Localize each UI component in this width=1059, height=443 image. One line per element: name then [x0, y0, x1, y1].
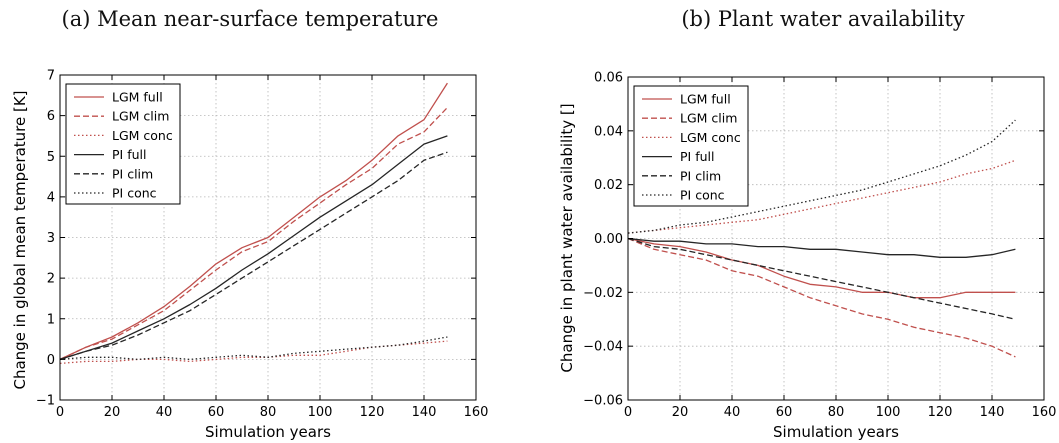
panel-a-ytick-label: 1 — [47, 312, 55, 327]
panel-b-ytick-label: 0.04 — [594, 124, 623, 139]
panel-b-legend-box — [633, 85, 749, 207]
panel-a-xtick-label: 140 — [412, 405, 437, 420]
panel-b-series-pi-full — [627, 237, 1016, 258]
panel-b-series-lgm-full — [627, 237, 1016, 299]
panel-b-xtick-label: 120 — [928, 405, 953, 420]
panel-a-series-lgm-full — [59, 82, 448, 360]
panel-b-legend-label: PI full — [680, 149, 714, 164]
panel-b: (b) Plant water availability 0 20 40 60 80 10… — [558, 7, 1056, 441]
panel-a-legend-box — [65, 83, 181, 205]
panel-b-xtick-label: 100 — [876, 405, 901, 420]
panel-a-legend-label: LGM full — [112, 90, 163, 105]
panel-b-xtick-label: 20 — [672, 405, 689, 420]
panel-b-ticks: 0 20 40 60 80 100 120 140 160 −0.06 −0.04 −0.02 0.00… — [583, 71, 1056, 421]
panel-b-series-lgm-conc — [627, 159, 1016, 234]
panel-b-xtick-label: 160 — [1032, 405, 1057, 420]
panel-a-xtick-label: 80 — [260, 405, 277, 420]
panel-a-ytick-label: 7 — [47, 69, 55, 84]
panel-b-series-pi-clim — [627, 237, 1016, 320]
panel-a-series-pi-clim — [59, 151, 448, 361]
panel-a-series-pi-conc — [59, 336, 448, 361]
panel-b-xtick-label: 40 — [724, 405, 741, 420]
panel-b-legend: LGM full LGM clim LGM conc PI full PI clim PI… — [633, 85, 749, 207]
panel-a-series-lgm-conc — [59, 340, 448, 365]
panel-a-series — [59, 82, 448, 365]
panel-a-xtick-label: 120 — [360, 405, 385, 420]
panel-b-ytick-label: −0.06 — [583, 394, 623, 409]
panel-b-legend-label: PI clim — [680, 168, 721, 183]
panel-a-xtick-label: 20 — [104, 405, 121, 420]
panel-a-ytick-label: 0 — [47, 353, 55, 368]
panel-a-series-pi-full — [59, 135, 448, 361]
panel-b-legend-label: LGM clim — [680, 111, 737, 126]
panel-a-xtick-label: 40 — [156, 405, 173, 420]
panel-b-ylabel: Change in plant water availability [] — [558, 103, 576, 372]
panel-b-title: (b) Plant water availability — [681, 7, 964, 31]
panel-a-ytick-label: 2 — [47, 272, 55, 287]
panel-b-xtick-label: 80 — [828, 405, 845, 420]
panel-a-ytick-label: 6 — [47, 109, 55, 124]
panel-b-ytick-label: −0.02 — [583, 286, 623, 301]
panel-a-title: (a) Mean near-surface temperature — [62, 7, 439, 31]
panel-b-xtick-label: 0 — [624, 405, 632, 420]
panel-b-ytick-label: 0.02 — [594, 178, 623, 193]
panel-b-legend-label: LGM full — [680, 92, 731, 107]
panel-a-legend-label: LGM clim — [112, 109, 169, 124]
panel-b-series — [627, 119, 1016, 358]
panel-a-ytick-label: 4 — [47, 190, 55, 205]
panel-a-xtick-label: 0 — [56, 405, 64, 420]
panel-b-ytick-label: 0.06 — [594, 71, 623, 86]
panel-a-ytick-label: 3 — [47, 231, 55, 246]
panel-b-legend-label: LGM conc — [680, 130, 741, 145]
panel-a-ytick-label: 5 — [47, 150, 55, 165]
panel-a-legend: LGM full LGM clim LGM conc PI full PI clim PI… — [65, 83, 181, 205]
panel-a-ytick-label: −1 — [36, 394, 55, 409]
panel-a-ylabel: Change in global mean temperature [K] — [11, 90, 29, 389]
panel-a-legend-label: PI conc — [112, 186, 157, 201]
panel-b-ytick-label: 0.00 — [594, 232, 623, 247]
panel-a-xtick-label: 100 — [308, 405, 333, 420]
panel-a-legend-label: LGM conc — [112, 128, 173, 143]
panel-b-xtick-label: 140 — [980, 405, 1005, 420]
panel-b-ytick-label: −0.04 — [583, 340, 623, 355]
panel-b-xtick-label: 60 — [776, 405, 793, 420]
panel-a-legend-label: PI full — [112, 147, 146, 162]
panel-b-xlabel: Simulation years — [773, 423, 899, 441]
panel-a: (a) Mean near-surface temperature 0 20 40 6… — [11, 7, 488, 441]
panel-a-xlabel: Simulation years — [205, 423, 331, 441]
panel-a-xtick-label: 60 — [208, 405, 225, 420]
panel-a-xtick-label: 160 — [464, 405, 489, 420]
panel-a-series-lgm-clim — [59, 107, 448, 360]
panel-b-legend-label: PI conc — [680, 188, 725, 203]
panel-a-legend-label: PI clim — [112, 166, 153, 181]
panel-b-series-lgm-clim — [627, 237, 1016, 358]
